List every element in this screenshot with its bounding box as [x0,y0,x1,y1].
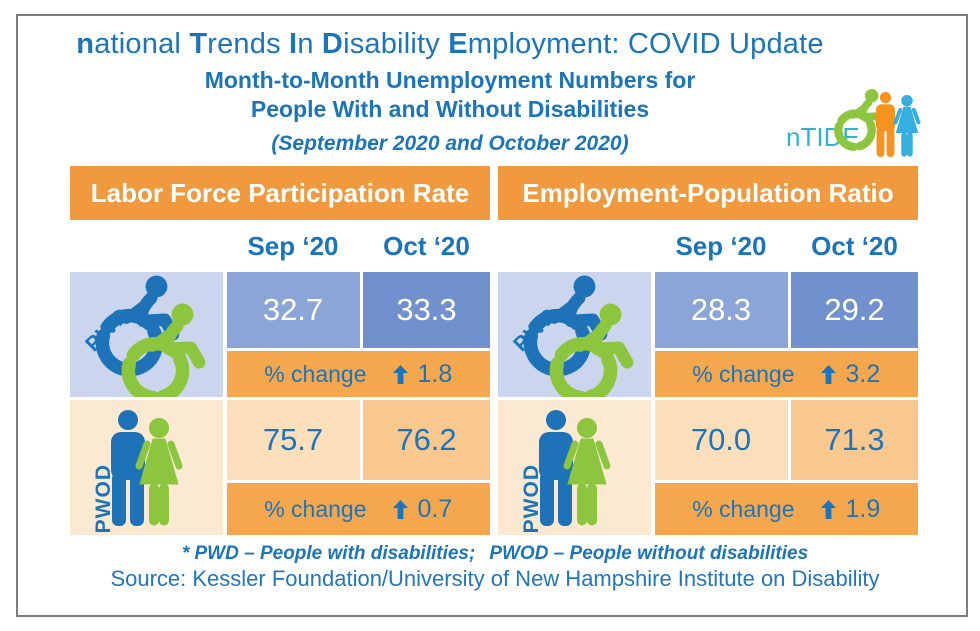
title-segment: E [448,28,468,60]
pwod-row-label: PWOD [92,463,115,533]
value-cell: 71.3 [791,400,918,480]
pct-change-cell: % change 1.9 [654,483,918,535]
title-segment: isability [343,28,449,60]
title-segment: n [297,28,322,60]
header: national Trends In Disability Employment… [70,28,830,156]
woman-icon [561,418,613,528]
pct-change-value: 1.9 [845,494,881,523]
footnote-pwd: * PWD – People with disabilities; [181,543,476,564]
pwd-icon-cell: PWD [498,272,651,397]
value-cell: 70.0 [654,400,788,480]
title-segment: I [289,28,298,60]
pct-change-cell: % change 0.7 [226,483,490,535]
pct-change-value: 3.2 [845,359,881,388]
up-arrow-icon [820,499,836,519]
value-cell: 29.2 [791,272,918,348]
pct-change-label: % change [692,495,795,522]
pwod-row-label: PWOD [520,463,543,533]
column-header-oct: Oct ‘20 [811,230,898,261]
table-title: Labor Force Participation Rate [70,166,490,220]
value-cell: 75.7 [226,400,360,480]
pct-change-label: % change [264,495,367,522]
value-cell: 76.2 [363,400,490,480]
footnote: * PWD – People with disabilities; PWOD –… [70,543,920,565]
title-segment: D [321,28,344,60]
subtitle-line-2: People With and Without Disabilities [250,96,650,122]
subtitle-line-1: Month-to-Month Unemployment Numbers for [204,67,696,93]
pwod-icon-cell: PWOD [498,400,651,535]
date-range: (September 2020 and October 2020) [271,132,629,155]
title-segment: T [189,28,208,60]
pwod-icon-cell: PWOD [70,400,223,535]
pct-change-cell: % change 1.8 [226,351,490,397]
source-line: Source: Kessler Foundation/University of… [110,566,880,591]
column-header-oct: Oct ‘20 [383,230,470,261]
pct-change-label: % change [264,360,367,387]
footnote-pwod: PWOD – People without disabilities [489,543,809,564]
up-arrow-icon [820,364,836,384]
table-labor-force-participation: Labor Force Participation Rate Sep ‘20 O… [70,166,490,535]
title-segment: rends [207,28,290,60]
column-header-sep: Sep ‘20 [247,230,339,261]
page-title: national Trends In Disability Employment… [70,28,830,61]
pct-change-value: 1.8 [417,359,453,388]
pwd-icon-cell: PWD [70,272,223,397]
ntide-logo: nTIDE [786,84,936,164]
wheelchair-icon-green [118,302,222,397]
up-arrow-icon [392,364,408,384]
value-cell: 32.7 [226,272,360,348]
table-title: Employment-Population Ratio [498,166,918,220]
title-segment: ational [94,28,190,60]
logo-woman-icon [892,95,922,158]
outer-border [16,14,968,617]
up-arrow-icon [392,499,408,519]
value-cell: 28.3 [654,272,788,348]
value-cell: 33.3 [363,272,490,348]
pct-change-value: 0.7 [417,494,453,523]
table-employment-population: Employment-Population Ratio Sep ‘20 Oct … [498,166,918,535]
pct-change-cell: % change 3.2 [654,351,918,397]
column-header-sep: Sep ‘20 [675,230,767,261]
title-segment: n [76,28,95,60]
pct-change-label: % change [692,360,795,387]
title-segment: mployment: COVID Update [467,28,824,60]
wheelchair-icon-green [546,302,650,397]
woman-icon [133,418,185,528]
